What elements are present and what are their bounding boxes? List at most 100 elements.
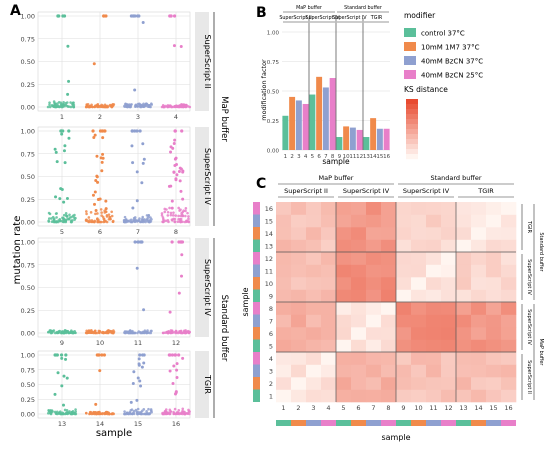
data-point [88, 412, 91, 416]
data-point [164, 104, 167, 108]
heatmap-cell [291, 377, 307, 390]
data-point [175, 368, 179, 372]
data-point [168, 412, 172, 416]
heatmap-cell [321, 214, 337, 228]
x-tick-label: 6 [317, 154, 321, 160]
heatmap-cell [381, 302, 397, 315]
heatmap-cell [456, 314, 472, 328]
data-point [100, 211, 103, 214]
heatmap-cell [486, 252, 502, 265]
data-point [180, 274, 184, 278]
legend-swatch [404, 42, 416, 51]
bar [336, 137, 343, 150]
data-point [94, 411, 98, 414]
heatmap-cell [471, 252, 487, 265]
heatmap-cell [351, 302, 367, 315]
group-label-inner: SuperScript IV [332, 15, 367, 21]
x-tick-label: 3 [136, 113, 140, 121]
group-label-inner: SuperScript IV [305, 15, 340, 21]
data-point [138, 379, 142, 383]
heatmap-cell [456, 277, 472, 290]
data-point [182, 209, 185, 213]
data-point [175, 362, 179, 366]
heatmap-cell [366, 389, 382, 403]
x-tick-label: 5 [341, 404, 345, 412]
heatmap-cell [471, 314, 487, 328]
x-tick-label: 15 [376, 154, 383, 160]
data-point [86, 105, 90, 109]
x-annotation-cell [381, 420, 396, 426]
x-tick-label: 14 [474, 404, 482, 412]
heatmap-cell [336, 327, 352, 340]
data-point [150, 102, 153, 106]
heatmap-cell [306, 302, 322, 315]
data-point [73, 330, 76, 333]
data-point [87, 329, 91, 332]
heatmap-cell [306, 214, 322, 228]
heatmap-cell [456, 352, 472, 365]
heatmap-cell [336, 289, 352, 303]
data-point [61, 14, 65, 18]
data-point [54, 353, 58, 357]
data-point [98, 369, 102, 373]
data-point [135, 129, 139, 133]
data-point [50, 217, 53, 220]
heatmap-cell [501, 389, 517, 403]
data-point [173, 220, 177, 224]
data-point [141, 142, 145, 146]
data-point [60, 105, 63, 109]
data-point [138, 353, 142, 357]
data-point [180, 211, 183, 215]
heatmap-cell [276, 214, 292, 228]
y-tick-label: 1.00 [267, 31, 280, 37]
heatmap-cell [321, 389, 337, 403]
x-annotation-cell [336, 420, 351, 426]
data-point [142, 353, 146, 357]
heatmap-cell [321, 227, 337, 240]
heatmap-cell [501, 314, 517, 328]
y-tick-label: 6 [269, 330, 273, 338]
data-point [177, 206, 180, 210]
data-point [160, 214, 164, 217]
data-point [123, 220, 127, 224]
x-tick-label: 7 [136, 228, 140, 236]
data-point [94, 402, 98, 406]
data-point [183, 220, 187, 224]
heatmap-cell [381, 277, 397, 290]
heatmap-cell [396, 352, 412, 365]
x-tick-label: 10 [343, 154, 350, 160]
data-point [168, 14, 172, 18]
data-point [167, 220, 170, 224]
heatmap-cell [381, 202, 397, 215]
y-tick-label: 0.25 [21, 396, 35, 404]
data-point [103, 103, 107, 107]
data-point [172, 412, 176, 416]
x-tick-label: 10 [96, 339, 104, 347]
data-point [123, 215, 127, 219]
y-annotation-cell [253, 252, 260, 265]
data-point [47, 219, 50, 223]
data-point [72, 101, 75, 105]
data-point [65, 411, 68, 415]
x-tick-label: 1 [281, 404, 285, 412]
data-point [63, 161, 67, 165]
y-axis-title: modification factor [260, 59, 268, 121]
ks-colorbar-step [406, 144, 418, 150]
group-label-outer: Standard buffer [430, 174, 481, 182]
data-point [123, 412, 127, 416]
data-point [91, 193, 95, 197]
data-point [111, 220, 115, 224]
data-point [185, 331, 188, 335]
y-annotation-cell [253, 352, 260, 365]
data-point [148, 220, 151, 224]
heatmap-cell [486, 302, 502, 315]
heatmap-cell [411, 202, 427, 215]
data-point [47, 217, 51, 220]
heatmap-cell [306, 377, 322, 390]
heatmap-cell [381, 227, 397, 240]
data-point [140, 365, 144, 369]
bar [363, 137, 370, 150]
heatmap-cell [276, 289, 292, 303]
data-point [163, 331, 167, 335]
